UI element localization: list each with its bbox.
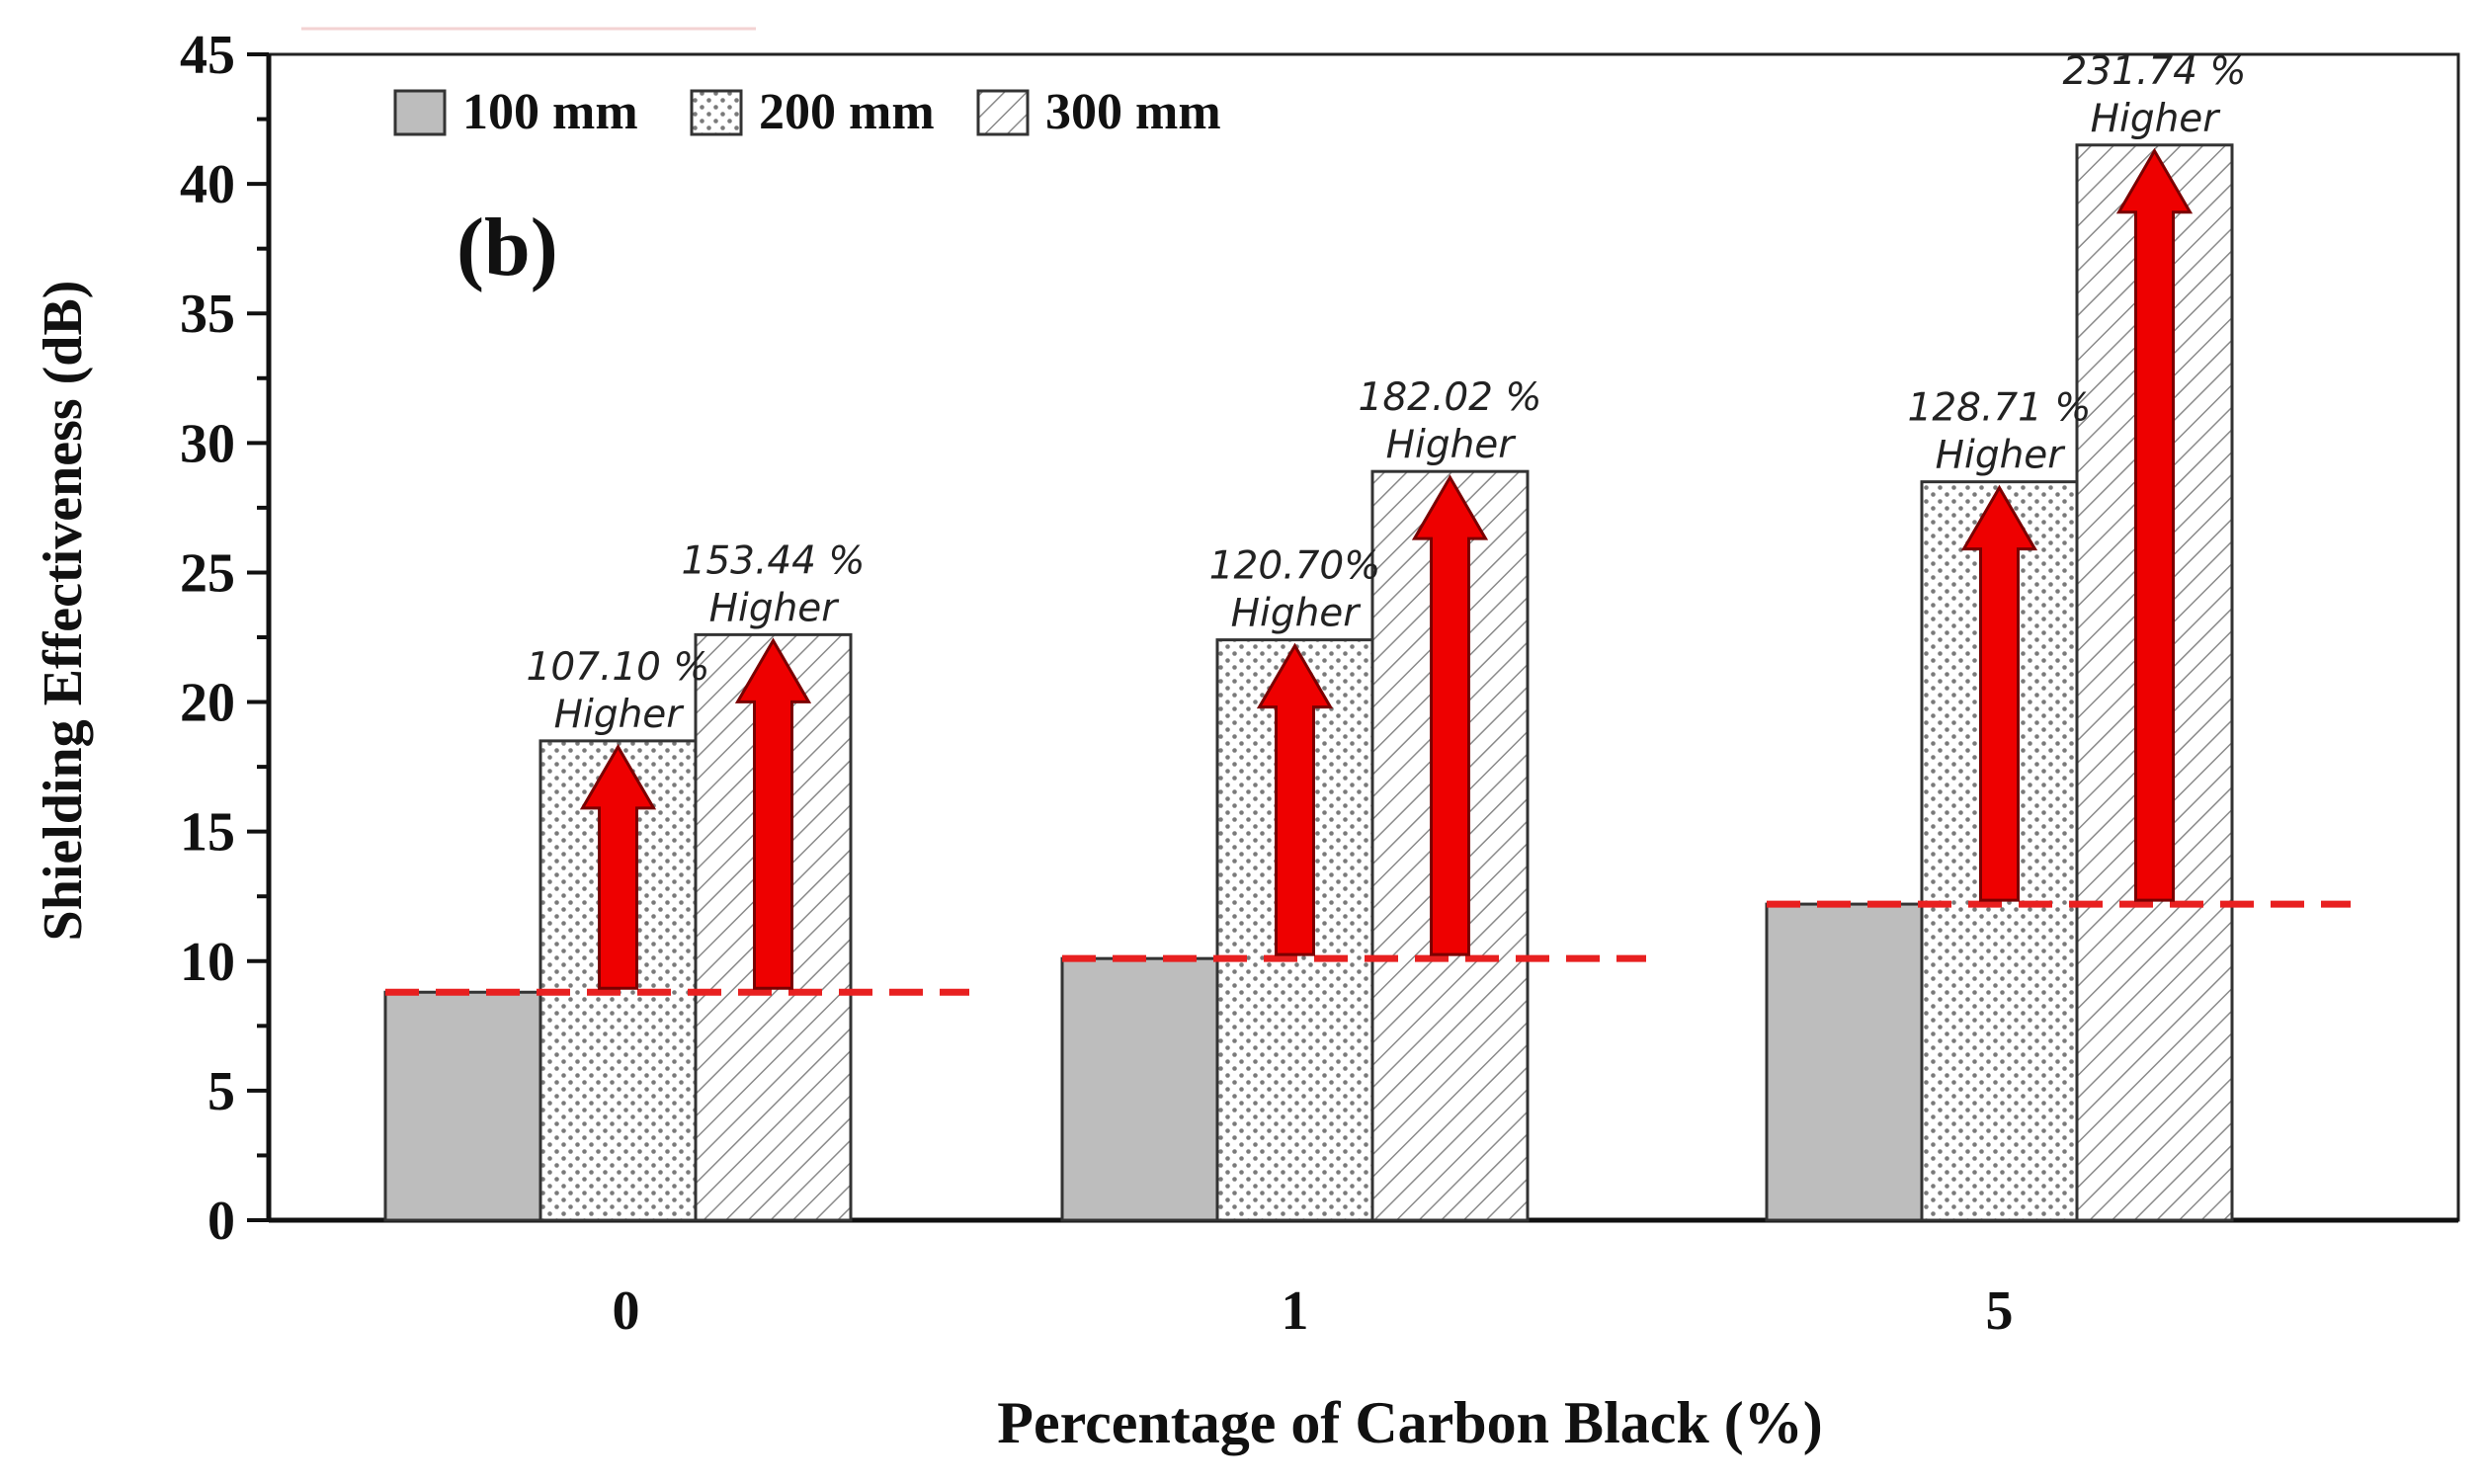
arrow-200mm-cb1 xyxy=(1256,642,1334,956)
increase-arrows xyxy=(579,147,2194,990)
x-tick-label: 5 xyxy=(1986,1280,2014,1342)
x-tick-label: 1 xyxy=(1282,1280,1309,1342)
annotation-percent: 120.70% xyxy=(1209,544,1381,589)
legend-label: 100 mm xyxy=(462,84,638,140)
legend-swatch-200mm xyxy=(690,89,743,136)
legend-label: 300 mm xyxy=(1045,84,1221,140)
annotation-higher: Higher xyxy=(1231,592,1363,636)
y-tick-label: 35 xyxy=(180,284,235,345)
annotation-higher: Higher xyxy=(2091,97,2222,141)
annotation-percent: 128.71 % xyxy=(1908,386,2092,431)
y-tick-label: 30 xyxy=(180,413,235,474)
y-tick-label: 20 xyxy=(180,673,235,734)
x-tick-label: 0 xyxy=(613,1280,640,1342)
annotation-higher: Higher xyxy=(1936,434,2067,478)
arrow-300mm-cb5 xyxy=(2115,147,2194,902)
y-tick-label: 45 xyxy=(180,25,235,86)
annotation-percent: 182.02 % xyxy=(1359,375,1542,420)
panel-label: (b) xyxy=(456,202,558,293)
y-tick-label: 25 xyxy=(180,542,235,604)
annotation-higher: Higher xyxy=(554,693,686,737)
bar-100mm-cb1 xyxy=(1060,956,1219,1222)
legend-swatch-100mm xyxy=(393,89,447,136)
y-tick-label: 15 xyxy=(180,802,235,864)
arrow-200mm-cb5 xyxy=(1960,484,2038,902)
arrow-300mm-cb0 xyxy=(734,637,812,990)
y-tick-label: 5 xyxy=(207,1061,235,1122)
arrow-300mm-cb1 xyxy=(1411,474,1489,956)
legend-swatch-300mm xyxy=(976,89,1030,136)
y-axis-label: Shielding Effectiveness (dB) xyxy=(33,281,94,942)
annotation-percent: 153.44 % xyxy=(682,538,866,583)
annotation-higher: Higher xyxy=(1386,423,1518,467)
legend-label: 200 mm xyxy=(759,84,935,140)
annotation-percent: 231.74 % xyxy=(2063,49,2247,94)
bar-100mm-cb5 xyxy=(1765,902,1924,1222)
y-tick-label: 40 xyxy=(180,154,235,215)
bar-100mm-cb0 xyxy=(383,990,542,1222)
annotation-higher: Higher xyxy=(709,586,841,630)
arrow-200mm-cb0 xyxy=(579,743,657,990)
baseline-dashes xyxy=(385,900,2351,996)
x-axis-label: Percentage of Carbon Black (%) xyxy=(997,1390,1822,1455)
y-tick-label: 0 xyxy=(207,1191,235,1252)
legend: 100 mm 200 mm 300 mm xyxy=(393,84,1221,140)
y-tick-label: 10 xyxy=(180,932,235,993)
annotation-percent: 107.10 % xyxy=(527,645,710,690)
